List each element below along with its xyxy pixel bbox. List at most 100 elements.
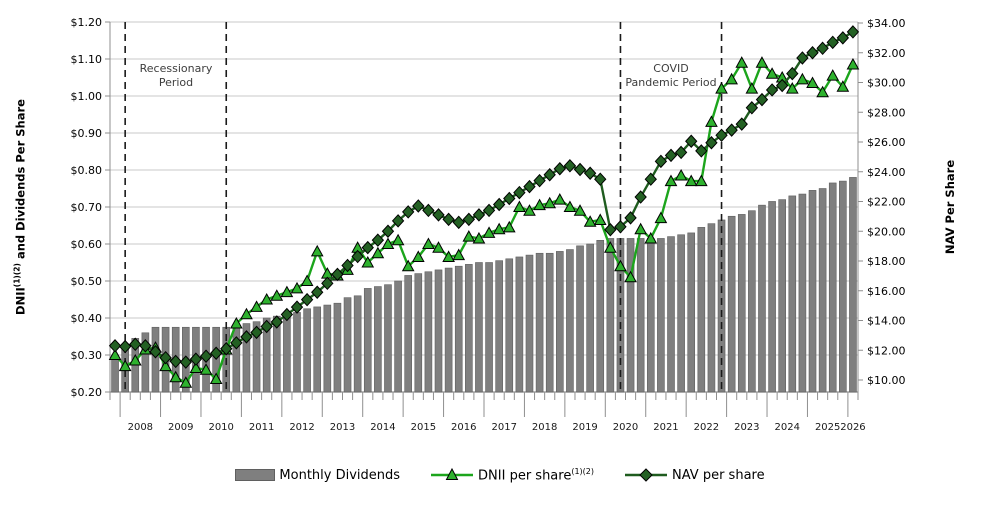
nav-marker: [765, 83, 779, 97]
left-axis-title: DNII(1)(2) and Dividends Per Share: [13, 99, 28, 315]
dividend-bar: [687, 232, 696, 393]
dnii-marker: [846, 58, 860, 70]
dividend-bar: [141, 332, 150, 393]
x-axis-year-label: 2017: [491, 422, 516, 433]
nav-marker: [149, 344, 162, 359]
dnii-marker: [401, 259, 415, 272]
nav-marker: [391, 214, 405, 228]
nav-marker: [472, 208, 486, 222]
nav-marker: [412, 199, 425, 213]
covid-annotation-line-2: Pandemic Period: [625, 76, 717, 90]
dividend-bar: [313, 306, 322, 393]
dnii-marker: [422, 237, 435, 249]
nav-marker: [482, 203, 496, 218]
nav-marker: [513, 185, 526, 200]
left-axis-tick-label: $0.50: [71, 275, 103, 288]
nav-marker: [260, 319, 273, 334]
left-axis-title-rest: and Dividends Per Share: [13, 99, 28, 264]
dividend-bar: [849, 177, 857, 393]
dnii-marker: [310, 244, 324, 257]
dnii-marker: [159, 359, 172, 372]
nav-marker: [776, 78, 789, 93]
dnii-marker: [765, 67, 779, 79]
dnii-marker: [502, 220, 516, 233]
nav-marker: [786, 66, 799, 81]
right-axis-tick-label: $34.00: [867, 17, 906, 30]
dividend-bar: [242, 323, 251, 393]
dnii-marker: [735, 56, 749, 68]
nav-marker: [361, 240, 374, 255]
right-axis-tick-label: $12.00: [867, 344, 906, 357]
dnii-marker: [684, 174, 698, 187]
dividend-bar: [111, 354, 119, 393]
dividend-bar: [545, 252, 554, 393]
nav-marker: [624, 211, 637, 225]
nav-marker: [604, 223, 617, 237]
x-axis-year-label: 2023: [734, 422, 759, 433]
dnii-marker: [169, 370, 183, 383]
dividend-bar: [353, 295, 362, 393]
dnii-marker: [189, 361, 203, 373]
nav-marker: [381, 224, 395, 238]
nav-marker: [796, 51, 809, 65]
nav-marker: [452, 215, 465, 230]
right-axis-tick-label: $30.00: [867, 77, 906, 90]
nav-marker: [705, 136, 718, 150]
dnii-marker: [452, 248, 466, 261]
nav-marker: [523, 179, 536, 194]
dnii-marker: [260, 292, 274, 305]
nav-marker: [250, 325, 263, 340]
x-axis-year-label: 2010: [208, 422, 233, 433]
nav-marker: [230, 336, 243, 350]
dnii-marker: [745, 82, 759, 94]
legend-item-dnii: DNII per share(1)(2): [430, 467, 594, 483]
x-axis-year-label: 2015: [411, 422, 436, 433]
dnii-marker: [796, 72, 809, 85]
dividend-bar: [535, 252, 544, 393]
dnii-marker: [411, 250, 425, 262]
nav-marker: [422, 203, 435, 218]
right-axis-tick-label: $26.00: [867, 136, 906, 149]
nav-marker: [563, 159, 577, 173]
dividend-bar: [828, 182, 837, 393]
nav-marker: [826, 35, 839, 50]
dnii-marker: [472, 231, 486, 244]
nav-marker: [685, 134, 698, 148]
dnii-marker: [826, 69, 840, 81]
x-axis-year-label: 2011: [249, 422, 274, 433]
nav-marker: [118, 339, 132, 354]
dnii-marker: [462, 230, 476, 242]
dnii-marker: [694, 174, 708, 187]
nav-marker: [402, 205, 415, 219]
monthly-dividends-swatch-icon: [235, 469, 276, 482]
nav-marker: [280, 307, 294, 322]
legend-label-nav: NAV per share: [672, 467, 765, 483]
nav-marker: [816, 41, 829, 56]
dividend-bar: [293, 312, 301, 393]
left-axis-tick-label: $0.80: [71, 164, 103, 177]
dnii-marker: [128, 354, 142, 366]
dividend-bar: [394, 280, 402, 393]
dividend-bar: [646, 238, 655, 393]
nav-marker: [806, 46, 819, 60]
dnii-marker: [371, 246, 385, 259]
x-axis-year-label: 2018: [532, 422, 557, 433]
dnii-marker: [230, 317, 243, 329]
nav-marker: [492, 197, 506, 212]
nav-marker: [189, 352, 203, 366]
nav-marker: [735, 117, 748, 131]
dnii-marker: [593, 213, 607, 225]
dnii-marker: [482, 226, 496, 238]
x-axis-year-label: 2021: [653, 422, 678, 433]
right-axis-tick-label: $32.00: [867, 47, 906, 60]
dividend-bar: [485, 262, 493, 393]
nav-marker: [503, 191, 516, 206]
dnii-marker: [533, 198, 546, 211]
dnii-marker: [806, 76, 819, 89]
left-axis-tick-label: $1.10: [71, 53, 103, 66]
nav-marker: [270, 315, 283, 329]
dnii-marker: [250, 300, 263, 312]
left-axis-tick-label: $0.20: [71, 386, 103, 399]
